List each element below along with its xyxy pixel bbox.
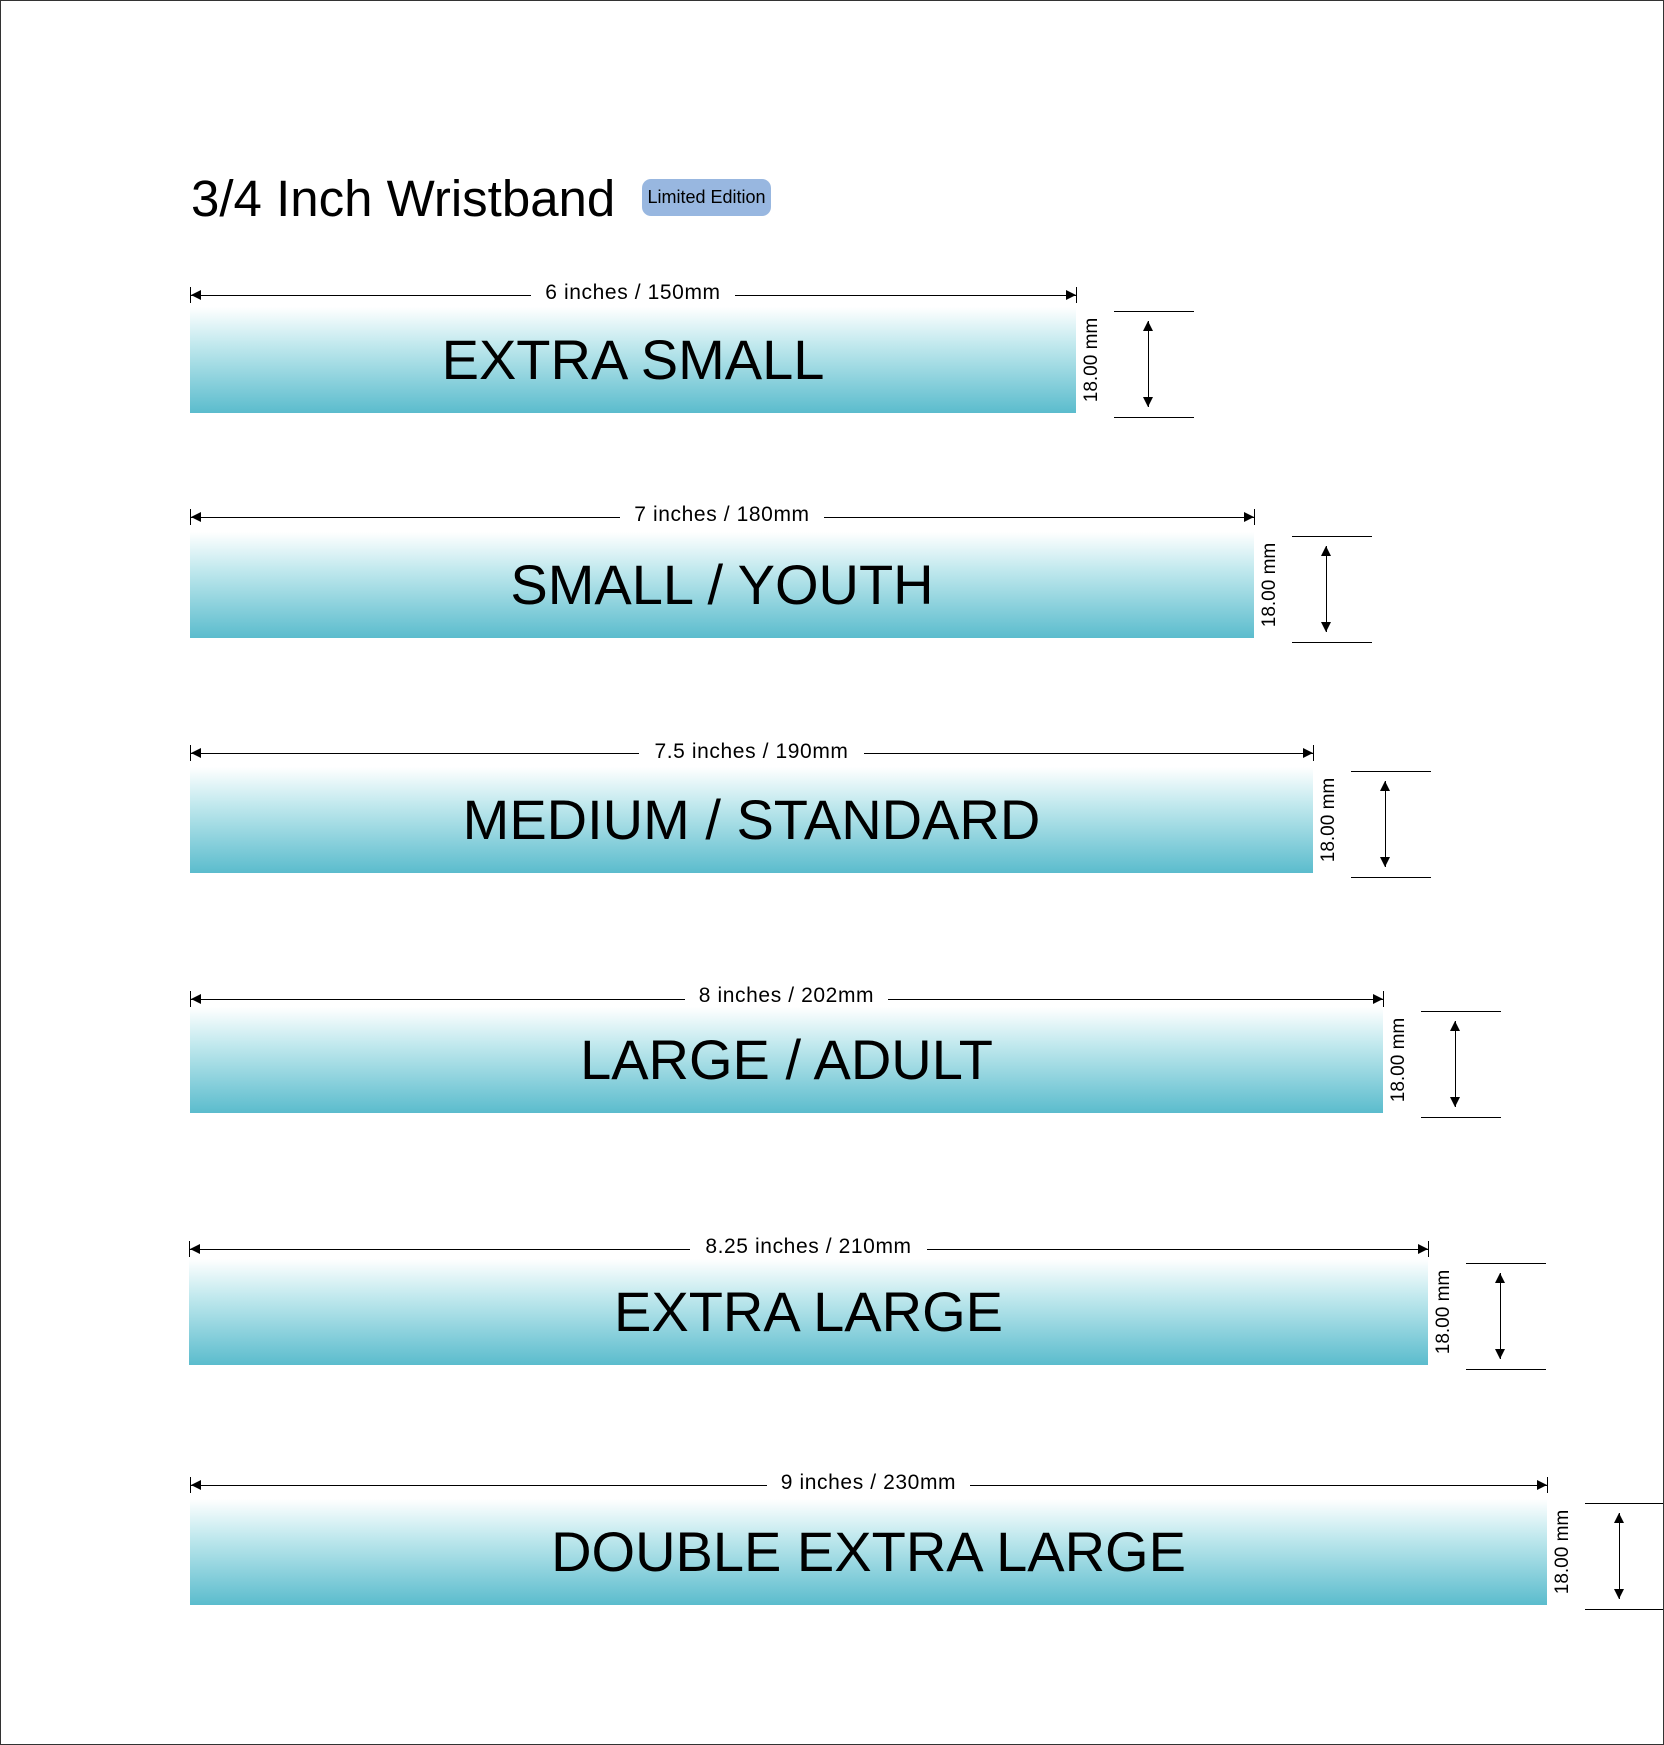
limited-edition-badge: Limited Edition (642, 179, 771, 216)
length-line-left (190, 753, 639, 754)
length-arrow-left-icon (191, 748, 201, 758)
length-arrow-left-icon (191, 512, 201, 522)
height-arrow-down-icon (1143, 397, 1153, 407)
height-label: 18.00 mm (1388, 1017, 1409, 1103)
length-tick-right (1313, 745, 1314, 761)
length-tick-left (190, 991, 191, 1007)
length-arrow-right-icon (1066, 290, 1076, 300)
length-tick-right (1547, 1477, 1548, 1493)
length-tick-right (1428, 1241, 1429, 1257)
height-line-bottom (1421, 1117, 1501, 1118)
length-line-left (190, 517, 621, 518)
wristband-size-name: EXTRA SMALL (441, 328, 825, 391)
length-tick-left (190, 745, 191, 761)
height-arrow-up-icon (1380, 781, 1390, 791)
length-line-left (189, 1249, 691, 1250)
height-label: 18.00 mm (1318, 777, 1339, 863)
length-label: 8 inches / 202mm (698, 984, 875, 1007)
height-line (1500, 1273, 1501, 1359)
height-arrow-up-icon (1450, 1021, 1460, 1031)
height-arrow-down-icon (1380, 857, 1390, 867)
length-line-left (190, 999, 685, 1000)
height-line (1148, 321, 1149, 407)
length-arrow-left-icon (191, 1480, 201, 1490)
length-arrow-left-icon (191, 994, 201, 1004)
length-arrow-right-icon (1537, 1480, 1547, 1490)
length-arrow-right-icon (1418, 1244, 1428, 1254)
wristband-size-name: EXTRA LARGE (613, 1280, 1004, 1343)
wristband-2: SMALL / YOUTH (190, 532, 1254, 638)
length-tick-right (1254, 509, 1255, 525)
length-tick-left (190, 1477, 191, 1493)
height-line-bottom (1351, 877, 1431, 878)
page-title: 3/4 Inch Wristband (191, 170, 616, 227)
height-label: 18.00 mm (1433, 1269, 1454, 1355)
height-arrow-down-icon (1495, 1349, 1505, 1359)
height-line-top (1421, 1011, 1501, 1012)
length-line-right (864, 753, 1313, 754)
height-line-top (1466, 1263, 1546, 1264)
height-line-bottom (1292, 642, 1372, 643)
height-arrow-down-icon (1321, 622, 1331, 632)
wristband-size-name: DOUBLE EXTRA LARGE (551, 1520, 1186, 1583)
height-arrow-down-icon (1614, 1589, 1624, 1599)
length-tick-right (1383, 991, 1384, 1007)
length-line-right (970, 1485, 1547, 1486)
length-tick-left (190, 509, 191, 525)
wristband-4: LARGE / ADULT (190, 1007, 1383, 1113)
height-arrow-up-icon (1614, 1513, 1624, 1523)
wristband-1: EXTRA SMALL (190, 307, 1076, 413)
height-line (1619, 1513, 1620, 1599)
length-label: 6 inches / 150mm (545, 281, 721, 304)
height-line (1326, 546, 1327, 632)
height-arrow-down-icon (1450, 1097, 1460, 1107)
length-arrow-right-icon (1244, 512, 1254, 522)
wristband-3: MEDIUM / STANDARD (190, 767, 1313, 873)
height-label: 18.00 mm (1552, 1509, 1573, 1595)
length-label: 9 inches / 230mm (780, 1471, 957, 1494)
height-label: 18.00 mm (1259, 542, 1280, 628)
length-line-left (190, 1485, 767, 1486)
length-tick-right (1076, 287, 1077, 303)
length-label: 7 inches / 180mm (634, 503, 810, 526)
height-line-bottom (1114, 417, 1194, 418)
height-line (1455, 1021, 1456, 1107)
height-arrow-up-icon (1495, 1273, 1505, 1283)
wristband-size-name: LARGE / ADULT (580, 1028, 993, 1091)
height-line-bottom (1466, 1369, 1546, 1370)
height-line-top (1585, 1503, 1663, 1504)
length-tick-left (189, 1241, 190, 1257)
height-line (1385, 781, 1386, 867)
length-tick-left (190, 287, 191, 303)
height-line-top (1351, 771, 1431, 772)
length-label: 8.25 inches / 210mm (705, 1235, 912, 1258)
length-line-left (190, 295, 532, 296)
height-arrow-up-icon (1143, 321, 1153, 331)
length-label: 7.5 inches / 190mm (654, 740, 849, 763)
height-line-top (1114, 311, 1194, 312)
wristband-6: DOUBLE EXTRA LARGE (190, 1499, 1547, 1605)
length-arrow-left-icon (190, 1244, 200, 1254)
length-arrow-right-icon (1303, 748, 1313, 758)
wristband-5: EXTRA LARGE (189, 1259, 1428, 1365)
wristband-size-name: SMALL / YOUTH (510, 553, 934, 616)
length-line-right (823, 517, 1254, 518)
height-label: 18.00 mm (1081, 317, 1102, 403)
length-arrow-left-icon (191, 290, 201, 300)
length-line-right (888, 999, 1383, 1000)
length-line-right (926, 1249, 1428, 1250)
wristband-size-name: MEDIUM / STANDARD (462, 788, 1041, 851)
height-arrow-up-icon (1321, 546, 1331, 556)
height-line-bottom (1585, 1609, 1663, 1610)
length-line-right (734, 295, 1076, 296)
height-line-top (1292, 536, 1372, 537)
length-arrow-right-icon (1373, 994, 1383, 1004)
